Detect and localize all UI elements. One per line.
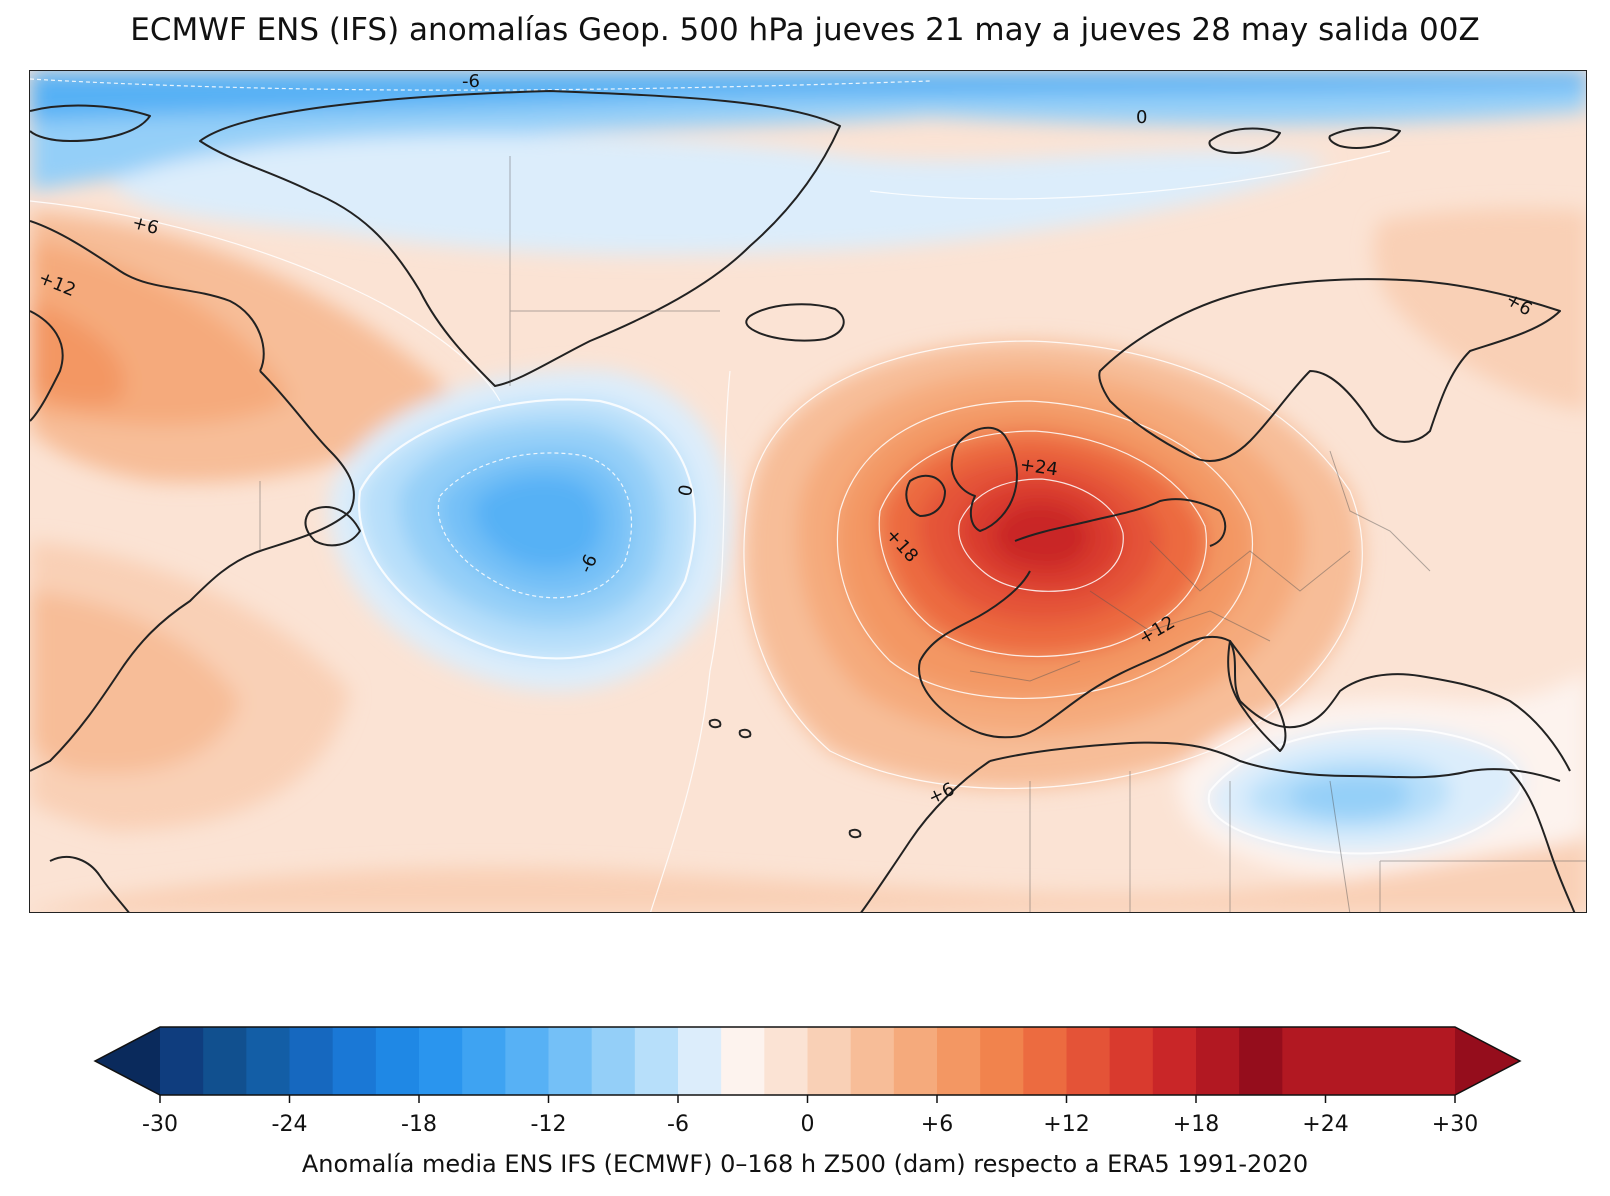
colorbar-segment — [980, 1027, 1024, 1095]
colorbar-tick-label: -24 — [272, 1112, 308, 1137]
colorbar-segment — [246, 1027, 291, 1095]
colorbar-tick-label: -6 — [667, 1112, 689, 1137]
colorbar-tick-label: 0 — [801, 1112, 815, 1137]
colorbar-segment — [850, 1027, 895, 1095]
colorbar-segment — [203, 1027, 247, 1095]
colorbar-segment — [419, 1027, 463, 1095]
colorbar-segment — [893, 1027, 938, 1095]
colorbar-segment — [591, 1027, 636, 1095]
colorbar-segment — [160, 1027, 204, 1095]
colorbar-segment — [1196, 1027, 1240, 1095]
colorbar-segment — [1152, 1027, 1197, 1095]
colorbar-segment — [1411, 1027, 1456, 1095]
colorbar-segment — [721, 1027, 765, 1095]
colorbar-segment — [548, 1027, 593, 1095]
colorbar-extend-min — [95, 1027, 160, 1095]
colorbar-segment — [332, 1027, 377, 1095]
contour-label: +24 — [1019, 454, 1060, 480]
contour-label: -6 — [462, 71, 480, 92]
colorbar-segment — [505, 1027, 550, 1095]
colorbar-tick-label: +6 — [921, 1112, 953, 1137]
contour-label: 0 — [675, 483, 698, 498]
colorbar-tick-label: -30 — [142, 1112, 178, 1137]
colorbar-outline — [93, 1026, 1522, 1096]
colorbar-segment — [1109, 1027, 1154, 1095]
contour-label: 0 — [1136, 107, 1147, 128]
colorbar-segment — [764, 1027, 809, 1095]
colorbar-segment — [1023, 1027, 1068, 1095]
colorbar-segment — [375, 1027, 420, 1095]
colorbar-segment — [462, 1027, 506, 1095]
colorbar-tick-label: -18 — [401, 1112, 437, 1137]
contour-lines — [30, 78, 1523, 912]
coastlines — [30, 90, 1576, 912]
colorbar-tick-label: -12 — [531, 1112, 567, 1137]
anomaly-shading — [30, 71, 1586, 912]
colorbar-segment — [1282, 1027, 1327, 1095]
colorbar-tick-label: +18 — [1173, 1112, 1219, 1137]
colorbar-extend-max — [1455, 1027, 1520, 1095]
colorbar-segment — [1368, 1027, 1413, 1095]
colorbar-ticks: -30 -24 -18 -12 -6 0 +6 +12 +18 +24 +30 — [142, 1095, 1478, 1137]
political-borders — [259, 156, 1586, 912]
colorbar-segment — [1325, 1027, 1370, 1095]
colorbar-segment — [634, 1027, 679, 1095]
colorbar-segments — [160, 1027, 1456, 1095]
colorbar-tick-label: +24 — [1302, 1112, 1348, 1137]
colorbar-segment — [937, 1027, 981, 1095]
colorbar-segment — [1239, 1027, 1283, 1095]
colorbar-segment — [678, 1027, 722, 1095]
anomaly-map: -6 0 +6 +12 +6 -6 0 +24 +18 +12 +6 — [30, 71, 1586, 912]
map-title: ECMWF ENS (IFS) anomalías Geop. 500 hPa … — [130, 12, 1480, 48]
colorbar-segment — [1066, 1027, 1111, 1095]
colorbar-caption: Anomalía media ENS IFS (ECMWF) 0–168 h Z… — [301, 1150, 1309, 1178]
colorbar-segment — [289, 1027, 334, 1095]
colorbar-tick-label: +30 — [1432, 1112, 1478, 1137]
map-panel: -6 0 +6 +12 +6 -6 0 +24 +18 +12 +6 — [29, 70, 1587, 913]
colorbar-tick-label: +12 — [1043, 1112, 1089, 1137]
colorbar-segment — [807, 1027, 852, 1095]
